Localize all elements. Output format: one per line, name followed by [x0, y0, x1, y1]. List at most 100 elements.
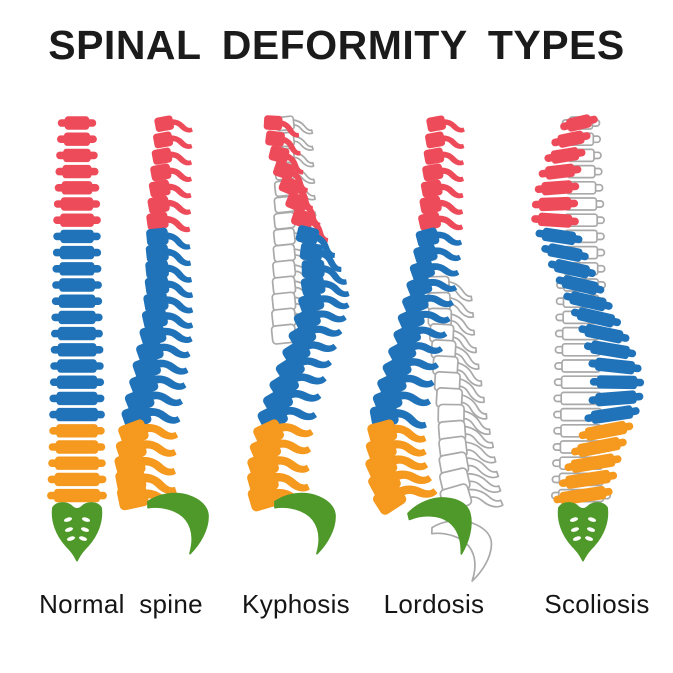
vertebra-front: [531, 196, 579, 212]
vertebra-side: [145, 259, 193, 283]
page-title: SPINAL DEFORMITY TYPES: [48, 22, 625, 68]
vertebra-front: [48, 456, 106, 470]
vertebra-side: [415, 227, 463, 248]
vertebra-side: [295, 225, 336, 258]
vertebra-side: [422, 163, 464, 182]
vertebra-front: [57, 132, 97, 146]
vertebra-front: [560, 114, 598, 132]
vertebra-front: [52, 278, 102, 292]
vertebra-front: [570, 307, 622, 328]
vertebra-front: [589, 375, 645, 390]
vertebra-side: [397, 307, 451, 332]
ghost-vertebra-side: [437, 403, 491, 436]
vertebra-front: [53, 229, 101, 244]
vertebra-front: [571, 436, 627, 458]
vertebra-side: [402, 291, 454, 316]
vertebra-side: [413, 243, 461, 265]
sacrum: [274, 492, 336, 555]
vertebra-side: [148, 179, 192, 199]
vertebra-front: [578, 323, 630, 344]
vertebra-front: [538, 163, 582, 180]
vertebra-front: [53, 213, 101, 227]
vertebra-front: [551, 130, 591, 148]
vertebra-front: [50, 343, 104, 357]
vertebra-side: [419, 195, 464, 215]
lordosis-spine: [365, 115, 504, 582]
vertebra-side: [423, 147, 464, 166]
normal-spine-side: [114, 115, 209, 555]
vertebra-front: [544, 147, 586, 164]
vertebra-front: [534, 180, 580, 196]
sacrum: [557, 502, 609, 562]
label-normal-spine: Normal spine: [39, 589, 203, 619]
vertebra-side: [263, 115, 300, 138]
vertebra-front: [584, 405, 640, 424]
vertebra-front: [52, 262, 102, 276]
label-lordosis: Lordosis: [383, 589, 485, 619]
vertebra-front: [49, 375, 105, 389]
vertebra-front: [588, 390, 644, 407]
vertebra-front: [49, 391, 105, 406]
scoliosis-spine: [531, 114, 645, 562]
vertebra-side: [144, 275, 194, 299]
vertebra-side: [393, 323, 448, 349]
vertebra-front: [52, 245, 102, 260]
sacrum: [147, 492, 209, 555]
vertebra-side: [143, 291, 194, 314]
vertebra-front: [55, 164, 99, 179]
vertebra-front: [49, 424, 105, 438]
vertebra-front: [535, 227, 583, 246]
vertebra-front: [531, 212, 579, 228]
vertebra-side: [420, 179, 464, 199]
vertebra-front: [553, 485, 613, 506]
vertebra-front: [564, 453, 622, 473]
vertebra-side: [145, 243, 192, 267]
vertebra-front: [53, 197, 101, 211]
vertebra-front: [547, 259, 596, 279]
vertebra-front: [583, 340, 637, 360]
vertebra-side: [406, 275, 458, 299]
vertebra-side: [153, 131, 193, 149]
vertebra-front: [51, 326, 103, 341]
vertebra-side: [129, 371, 187, 398]
vertebra-side: [293, 307, 347, 333]
ghost-vertebra-side: [435, 387, 488, 420]
label-kyphosis: Kyphosis: [242, 589, 350, 619]
vertebra-side: [373, 483, 438, 515]
vertebra-front: [47, 488, 107, 503]
vertebra-front: [47, 472, 107, 487]
vertebra-front: [578, 420, 634, 441]
vertebra-front: [558, 469, 618, 489]
vertebra-front: [51, 294, 103, 308]
label-scoliosis: Scoliosis: [544, 589, 650, 619]
vertebra-front: [541, 243, 589, 262]
vertebra-side: [139, 323, 193, 347]
vertebra-side: [141, 307, 194, 330]
sacrum: [51, 502, 103, 562]
vertebra-side: [146, 211, 191, 233]
normal-spine-front: [47, 116, 107, 562]
vertebra-side: [146, 227, 191, 250]
vertebra-front: [56, 148, 98, 163]
vertebra-side: [426, 115, 465, 133]
vertebra-side: [298, 291, 350, 315]
vertebra-side: [154, 115, 193, 133]
vertebra-front: [51, 310, 103, 325]
vertebra-front: [563, 291, 613, 312]
vertebra-side: [151, 147, 192, 166]
sacrum: [407, 497, 472, 555]
vertebra-side: [150, 163, 192, 182]
vertebra-front: [555, 275, 605, 295]
vertebra-side: [265, 130, 301, 156]
vertebra-side: [425, 131, 465, 149]
vertebra-front: [588, 357, 642, 375]
vertebra-front: [50, 359, 104, 373]
vertebra-front: [49, 407, 105, 422]
vertebra-front: [57, 116, 97, 130]
vertebra-front: [54, 181, 100, 195]
vertebra-side: [299, 242, 342, 272]
vertebra-front: [48, 440, 106, 454]
kyphosis-spine: [247, 115, 350, 555]
